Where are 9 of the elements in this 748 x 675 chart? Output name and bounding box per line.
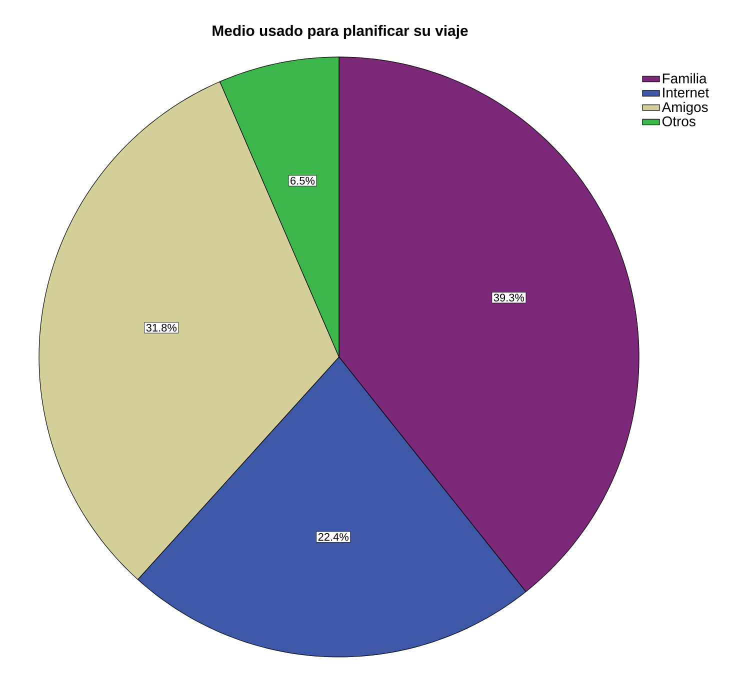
data-label: 39.3% xyxy=(494,294,524,302)
legend-label: Internet xyxy=(663,88,709,98)
legend-label: Otros xyxy=(662,116,696,126)
legend-label: Amigos xyxy=(662,102,708,115)
data-label: 6.5% xyxy=(290,176,315,185)
data-label: 31.8% xyxy=(146,324,177,332)
legend-label: Familia xyxy=(662,73,707,84)
chart-title: Medio usado para planificar su viaje xyxy=(212,25,468,39)
data-label: 22.4% xyxy=(318,533,348,541)
